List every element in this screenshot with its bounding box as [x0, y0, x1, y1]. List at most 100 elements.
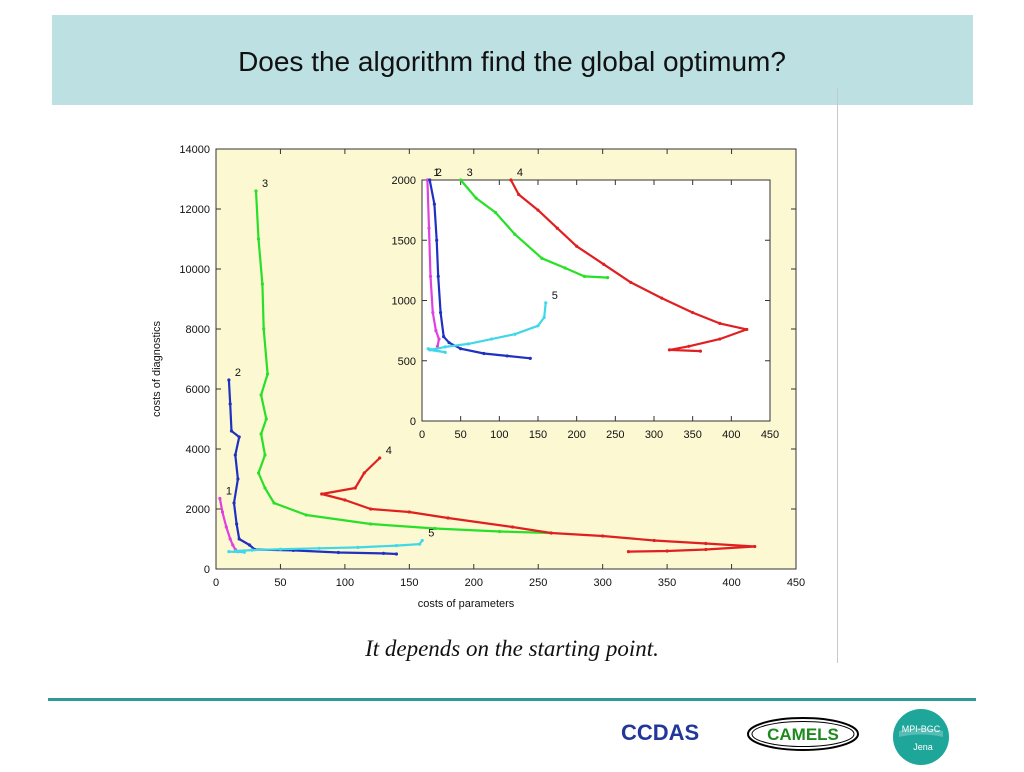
main-series-label: 2 [235, 367, 241, 379]
main-series-point [420, 538, 424, 543]
main-series-point [263, 486, 267, 490]
slide-title: Does the algorithm find the global optim… [238, 46, 786, 77]
inset-series-point [490, 337, 494, 341]
inset-series-point [687, 344, 691, 348]
main-series-point [231, 543, 235, 547]
main-series-point [343, 498, 347, 502]
inset-series-point [660, 296, 664, 300]
inset-series-point [544, 301, 548, 305]
main-x-tick-label: 150 [400, 577, 418, 589]
main-x-tick-label: 450 [787, 577, 805, 589]
mpi-bgc-logo: MPI-BGC Jena [891, 707, 951, 767]
chart-area: 0 50 100 150 200 250 300 350 400 450 0 2000 4000 6000… [140, 135, 812, 615]
main-series-point [704, 541, 708, 546]
camels-text: CAMELS [767, 725, 839, 744]
inset-series-label: 4 [517, 167, 523, 179]
inset-series-point [447, 341, 451, 345]
main-series-point [320, 492, 324, 496]
inset-x-tick-label: 400 [722, 429, 740, 441]
inset-series-point [434, 329, 438, 333]
inset-series-point [482, 351, 486, 356]
main-series-point [256, 237, 261, 241]
main-series-label: 5 [428, 528, 434, 540]
title-bar [52, 15, 973, 105]
main-series-point [228, 402, 232, 406]
main-series-point [369, 522, 373, 526]
main-y-tick-label: 2000 [186, 504, 210, 516]
main-y-tick-label: 0 [204, 564, 210, 576]
inset-x-tick-label: 450 [761, 429, 779, 441]
inset-series-point [536, 208, 540, 212]
inset-series-point [698, 349, 703, 353]
main-series-point [254, 189, 258, 193]
main-x-tick-label: 400 [722, 577, 740, 589]
main-series-point [304, 513, 308, 517]
inset-x-tick-label: 200 [567, 429, 585, 441]
inset-series-point [745, 327, 749, 332]
main-series-point [262, 327, 266, 331]
inset-series-point [629, 280, 633, 285]
inset-x-tick-label: 100 [490, 429, 508, 441]
main-y-tick-label: 6000 [186, 384, 210, 396]
main-series-point [704, 547, 708, 552]
inset-series-point [459, 347, 463, 351]
vertical-divider [837, 88, 838, 663]
main-series-point [601, 534, 605, 538]
main-series-point [418, 542, 422, 546]
inset-y-tick-label: 2000 [392, 175, 416, 187]
inset-series-point [575, 244, 579, 248]
inset-series-line-3 [459, 178, 609, 279]
inset-series-point [438, 310, 443, 315]
main-series-point [353, 486, 357, 490]
main-series-line-5 [227, 539, 424, 554]
main-series-point [394, 552, 399, 556]
main-series-point [256, 471, 261, 475]
main-x-tick-label: 100 [336, 577, 354, 589]
inset-x-tick-label: 50 [455, 429, 467, 441]
inset-series-label: 1 [433, 167, 439, 179]
inset-x-tick-label: 0 [419, 429, 425, 441]
main-series-point [250, 548, 254, 552]
main-series-point [317, 546, 321, 550]
inset-series-point [517, 192, 521, 197]
inset-series-point [474, 196, 478, 200]
inset-series-point [528, 356, 532, 360]
inset-series-point [435, 238, 439, 242]
inset-y-tick-label: 0 [410, 416, 416, 428]
inset-y-tick-label: 500 [398, 356, 416, 368]
inset-series-point [718, 337, 722, 341]
inset-series-point [443, 350, 447, 354]
inset-series-point [691, 310, 695, 315]
inset-series-point [436, 274, 440, 278]
main-series-point [263, 453, 267, 457]
main-series-point [446, 516, 450, 520]
inset-series-label: 3 [467, 167, 473, 179]
main-series-label: 1 [226, 486, 232, 498]
main-series-point [264, 417, 268, 421]
main-series-point [237, 537, 241, 541]
main-series-point [510, 525, 515, 529]
main-series-point [260, 282, 264, 286]
main-series-point [233, 453, 237, 457]
main-series-point [233, 549, 237, 553]
inset-series-point [563, 266, 567, 270]
main-series-point [356, 545, 360, 549]
inset-chart-group: 0 50 100 150 200 250 300 350 400 450 0 500 1000 1500 2… [392, 167, 780, 441]
inset-series-point [513, 332, 517, 336]
main-series-point [236, 477, 240, 481]
main-series-point [218, 496, 222, 501]
inset-series-point [667, 348, 672, 352]
main-x-tick-label: 350 [658, 577, 676, 589]
main-series-point [369, 507, 373, 511]
main-series-point [227, 550, 231, 554]
main-x-tick-label: 50 [274, 577, 286, 589]
main-series-point [665, 549, 669, 553]
inset-series-point [718, 321, 722, 325]
inset-series-point [435, 344, 440, 348]
main-series-point [237, 435, 241, 439]
main-series-point [394, 544, 399, 548]
inset-series-label: 2 [436, 167, 442, 179]
inset-series-point [428, 274, 433, 278]
main-series-point [242, 550, 246, 554]
main-series-label: 4 [386, 445, 392, 457]
